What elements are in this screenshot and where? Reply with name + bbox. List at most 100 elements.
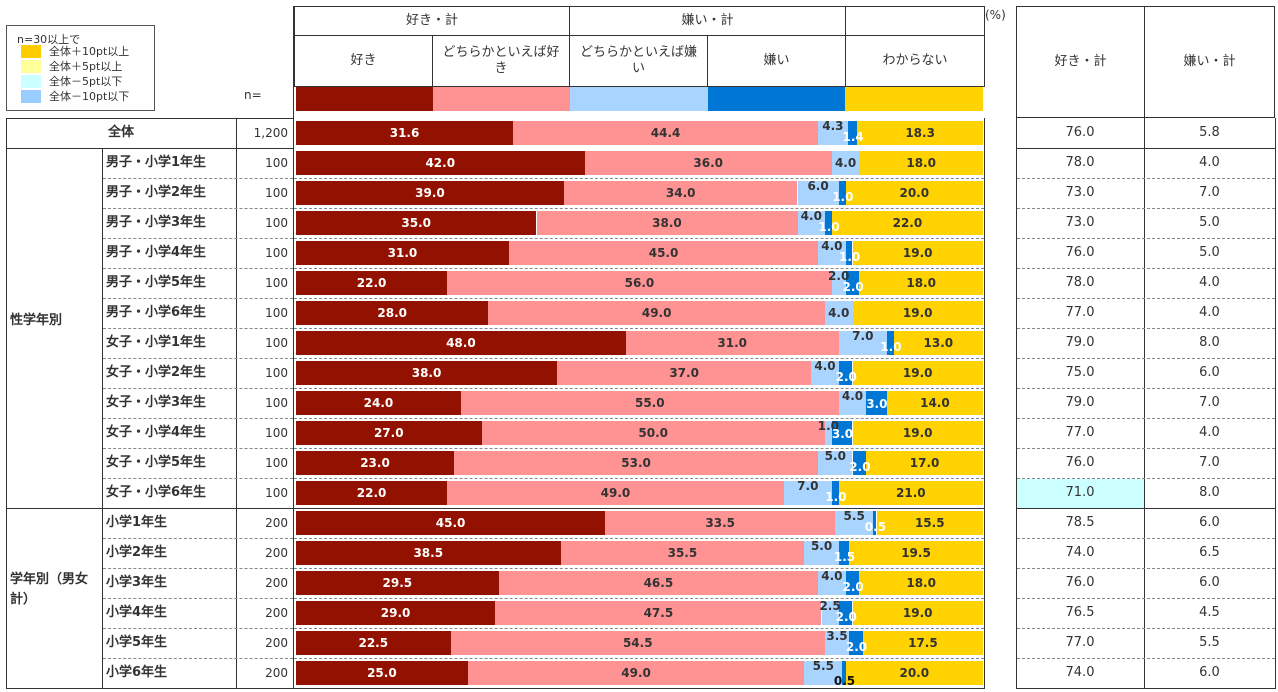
row-n: 100 (265, 366, 288, 380)
row-n: 1,200 (253, 126, 288, 140)
dislike-total-value: 6.0 (1199, 365, 1220, 380)
like-total-value: 76.0 (1065, 245, 1095, 260)
data-label: 2.0 (849, 460, 871, 474)
data-label: 31.0 (387, 246, 418, 260)
header-swatch-dislike (708, 87, 845, 111)
row-n: 200 (265, 576, 288, 590)
bar-dislike (873, 511, 877, 535)
bar-somewhat-like (447, 271, 832, 295)
data-label: 54.5 (622, 636, 653, 650)
bar-like (296, 511, 606, 535)
row-n: 100 (265, 456, 288, 470)
table-border (1275, 118, 1276, 688)
like-total-value: 77.0 (1065, 305, 1095, 320)
row-label: 小学1年生 (106, 515, 168, 530)
like-total-value: 78.0 (1065, 275, 1095, 290)
row-divider (1017, 478, 1275, 479)
data-label: 39.0 (415, 186, 445, 200)
header-col-somewhat-dislike: どちらかといえば嫌い (569, 35, 708, 87)
dislike-total-value: 6.0 (1199, 665, 1220, 680)
data-label: 19.0 (902, 606, 933, 620)
data-label: 33.5 (705, 516, 736, 530)
data-label: 2.0 (845, 640, 868, 654)
data-label: 31.0 (717, 336, 748, 350)
data-label: 7.0 (797, 479, 819, 493)
bar-somewhat-dislike (797, 211, 825, 235)
header-col-dont-know: わからない (845, 35, 985, 87)
bar-somewhat-like (454, 451, 819, 475)
row-n: 100 (265, 336, 288, 350)
data-label: 20.0 (899, 186, 930, 200)
highlight-legend: n=30以上で 全体＋10pt以上 全体＋5pt以上 全体－5pt以下 全体－1… (6, 25, 155, 111)
row-divider (294, 358, 984, 359)
legend-item-plus5: 全体＋5pt以上 (21, 60, 122, 74)
row-divider (294, 568, 984, 569)
data-label: 2.0 (828, 269, 850, 283)
bar-dont-know (893, 331, 983, 355)
bar-dont-know (866, 451, 983, 475)
row-divider (294, 418, 984, 419)
row-divider (1017, 658, 1275, 659)
data-label: 38.5 (413, 546, 444, 560)
table-border (293, 6, 294, 688)
legend-item-minus5: 全体－5pt以下 (21, 75, 122, 89)
table-border (1016, 118, 1017, 688)
bar-somewhat-like (498, 571, 819, 595)
legend-swatch (21, 90, 41, 103)
data-label: 5.5 (812, 659, 834, 673)
row-label: 女子・小学3年生 (106, 395, 207, 410)
bar-dont-know (852, 421, 983, 445)
row-divider (103, 238, 293, 239)
dislike-total-value: 5.0 (1199, 245, 1220, 260)
row-divider (103, 328, 293, 329)
like-total-value: 73.0 (1065, 185, 1095, 200)
bar-dislike (849, 631, 863, 655)
data-label: 1.0 (839, 250, 861, 264)
legend-label: 全体－10pt以下 (49, 90, 130, 103)
bar-dislike (838, 361, 853, 385)
bar-dislike (845, 571, 860, 595)
dislike-total-value: 5.8 (1199, 125, 1220, 140)
row-label: 男子・小学5年生 (106, 275, 207, 290)
row-divider (103, 568, 293, 569)
header-swatch-like (296, 87, 433, 111)
row-divider (103, 658, 293, 659)
like-total-value: 76.0 (1065, 575, 1095, 590)
row-n: 100 (265, 246, 288, 260)
header-group-dislike: 嫌い・計 (569, 6, 846, 36)
data-label: 19.0 (902, 246, 933, 260)
like-total-value: 76.5 (1065, 605, 1095, 620)
bar-somewhat-like (557, 361, 812, 385)
header-col-like: 好き (294, 35, 433, 87)
data-label: 4.0 (800, 209, 822, 223)
dislike-total-value: 4.0 (1199, 155, 1220, 170)
row-divider (103, 298, 293, 299)
unit-label: (%) (985, 8, 1006, 22)
bar-dont-know (859, 151, 983, 175)
row-divider (1017, 568, 1275, 569)
right-header-like-total: 好き・計 (1016, 6, 1145, 118)
right-header-dislike-total: 嫌い・計 (1144, 6, 1275, 118)
data-label: 22.0 (892, 216, 923, 230)
data-label: 5.5 (843, 509, 865, 523)
data-label: 4.0 (828, 306, 850, 320)
bar-like (296, 271, 448, 295)
row-divider (103, 268, 293, 269)
bar-dislike (838, 541, 849, 565)
row-divider (294, 658, 984, 659)
dislike-total-value: 6.5 (1199, 545, 1220, 560)
row-label: 男子・小学6年生 (106, 305, 207, 320)
bar-somewhat-like (584, 151, 832, 175)
data-label: 50.0 (638, 426, 669, 440)
row-divider (1017, 238, 1275, 239)
data-label: 18.0 (906, 276, 936, 290)
data-label: 35.0 (401, 216, 432, 230)
bar-like (296, 391, 461, 415)
data-label: 19.0 (902, 366, 933, 380)
data-label: 2.5 (819, 599, 841, 613)
row-divider (1017, 388, 1275, 389)
bar-like (296, 181, 564, 205)
data-label: 22.5 (358, 636, 389, 650)
header-group-like: 好き・計 (294, 6, 570, 36)
data-label: 18.3 (905, 126, 935, 140)
